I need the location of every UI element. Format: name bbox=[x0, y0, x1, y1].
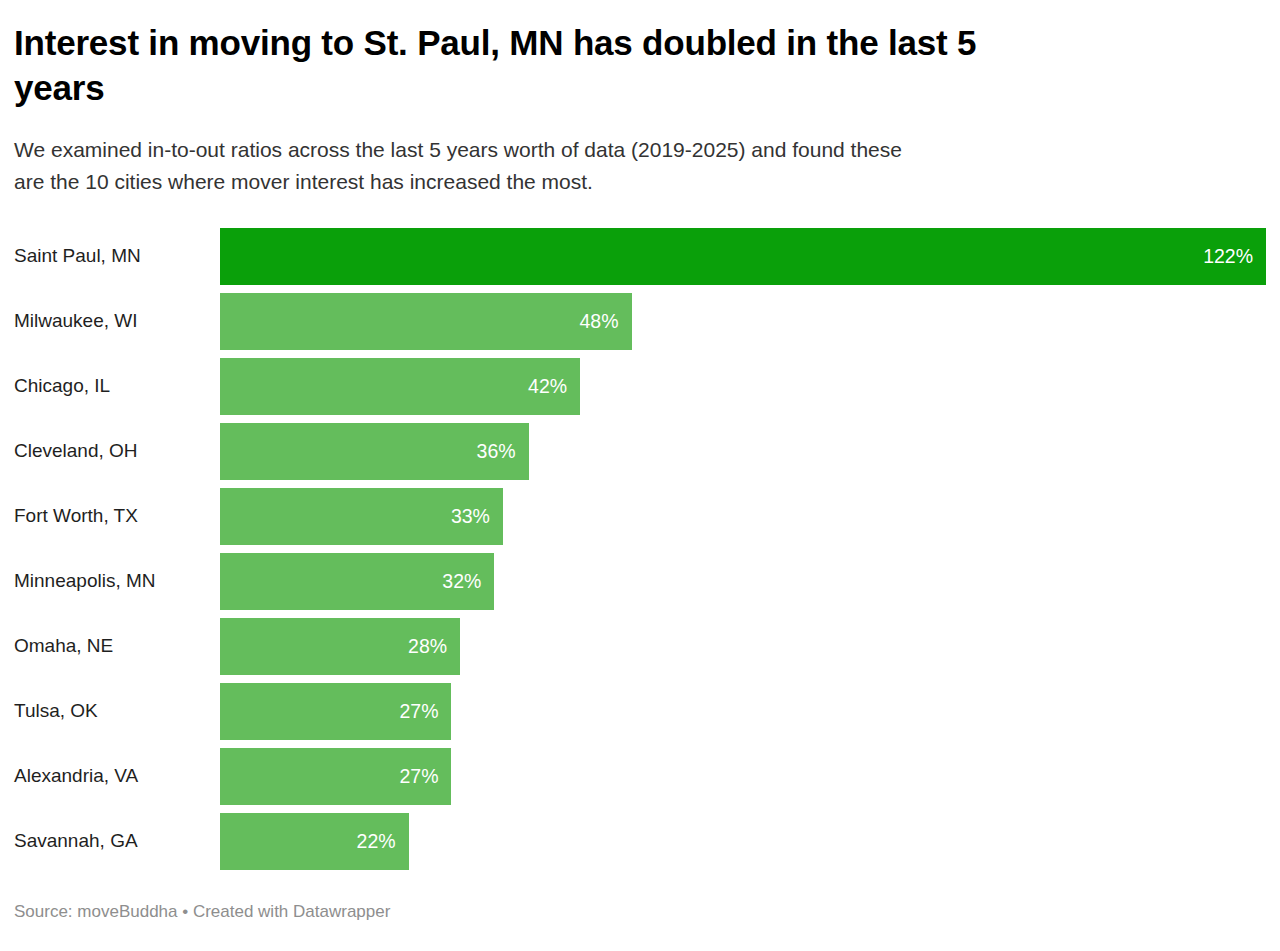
title-line-2: years bbox=[14, 65, 1266, 110]
category-label: Omaha, NE bbox=[14, 635, 220, 658]
chart-row: Milwaukee, WI 48% bbox=[14, 293, 1266, 350]
chart-row: Minneapolis, MN 32% bbox=[14, 553, 1266, 610]
bar-value-label: 28% bbox=[408, 635, 447, 658]
bar: 48% bbox=[220, 293, 632, 350]
bar-track: 122% bbox=[220, 228, 1266, 285]
bar-value-label: 22% bbox=[357, 830, 396, 853]
subtitle-line-2: are the 10 cities where mover interest h… bbox=[14, 166, 1266, 198]
chart-page: Interest in moving to St. Paul, MN has d… bbox=[0, 0, 1280, 951]
category-label: Fort Worth, TX bbox=[14, 505, 220, 528]
chart-row: Alexandria, VA 27% bbox=[14, 748, 1266, 805]
category-label: Chicago, IL bbox=[14, 375, 220, 398]
subtitle-line-1: We examined in-to-out ratios across the … bbox=[14, 134, 1266, 166]
bar: 42% bbox=[220, 358, 580, 415]
chart-row: Saint Paul, MN 122% bbox=[14, 228, 1266, 285]
bar-value-label: 33% bbox=[451, 505, 490, 528]
chart-row: Omaha, NE 28% bbox=[14, 618, 1266, 675]
bar-track: 33% bbox=[220, 488, 1266, 545]
chart-row: Fort Worth, TX 33% bbox=[14, 488, 1266, 545]
chart-row: Savannah, GA 22% bbox=[14, 813, 1266, 870]
chart-row: Tulsa, OK 27% bbox=[14, 683, 1266, 740]
bar-value-label: 42% bbox=[528, 375, 567, 398]
category-label: Milwaukee, WI bbox=[14, 310, 220, 333]
chart-row: Chicago, IL 42% bbox=[14, 358, 1266, 415]
category-label: Savannah, GA bbox=[14, 830, 220, 853]
bar-track: 27% bbox=[220, 683, 1266, 740]
bar-value-label: 36% bbox=[477, 440, 516, 463]
category-label: Saint Paul, MN bbox=[14, 245, 220, 268]
title-line-1: Interest in moving to St. Paul, MN has d… bbox=[14, 20, 1266, 65]
bar: 28% bbox=[220, 618, 460, 675]
category-label: Tulsa, OK bbox=[14, 700, 220, 723]
bar-value-label: 122% bbox=[1203, 245, 1253, 268]
category-label: Minneapolis, MN bbox=[14, 570, 220, 593]
bar-track: 48% bbox=[220, 293, 1266, 350]
bar-value-label: 27% bbox=[399, 700, 438, 723]
bar: 27% bbox=[220, 748, 451, 805]
source-credit: Source: moveBuddha • Created with Datawr… bbox=[14, 900, 1266, 924]
bar-value-label: 32% bbox=[442, 570, 481, 593]
bar-chart: Saint Paul, MN 122% Milwaukee, WI 48% Ch… bbox=[14, 228, 1266, 870]
category-label: Alexandria, VA bbox=[14, 765, 220, 788]
page-title: Interest in moving to St. Paul, MN has d… bbox=[14, 20, 1266, 110]
bar-track: 32% bbox=[220, 553, 1266, 610]
category-label: Cleveland, OH bbox=[14, 440, 220, 463]
bar-track: 36% bbox=[220, 423, 1266, 480]
bar: 122% bbox=[220, 228, 1266, 285]
bar: 36% bbox=[220, 423, 529, 480]
bar-value-label: 48% bbox=[580, 310, 619, 333]
bar: 27% bbox=[220, 683, 451, 740]
bar-track: 28% bbox=[220, 618, 1266, 675]
bar-value-label: 27% bbox=[399, 765, 438, 788]
bar-track: 42% bbox=[220, 358, 1266, 415]
chart-row: Cleveland, OH 36% bbox=[14, 423, 1266, 480]
bar-track: 27% bbox=[220, 748, 1266, 805]
bar: 32% bbox=[220, 553, 494, 610]
bar: 22% bbox=[220, 813, 409, 870]
bar: 33% bbox=[220, 488, 503, 545]
chart-subtitle: We examined in-to-out ratios across the … bbox=[14, 134, 1266, 198]
bar-track: 22% bbox=[220, 813, 1266, 870]
